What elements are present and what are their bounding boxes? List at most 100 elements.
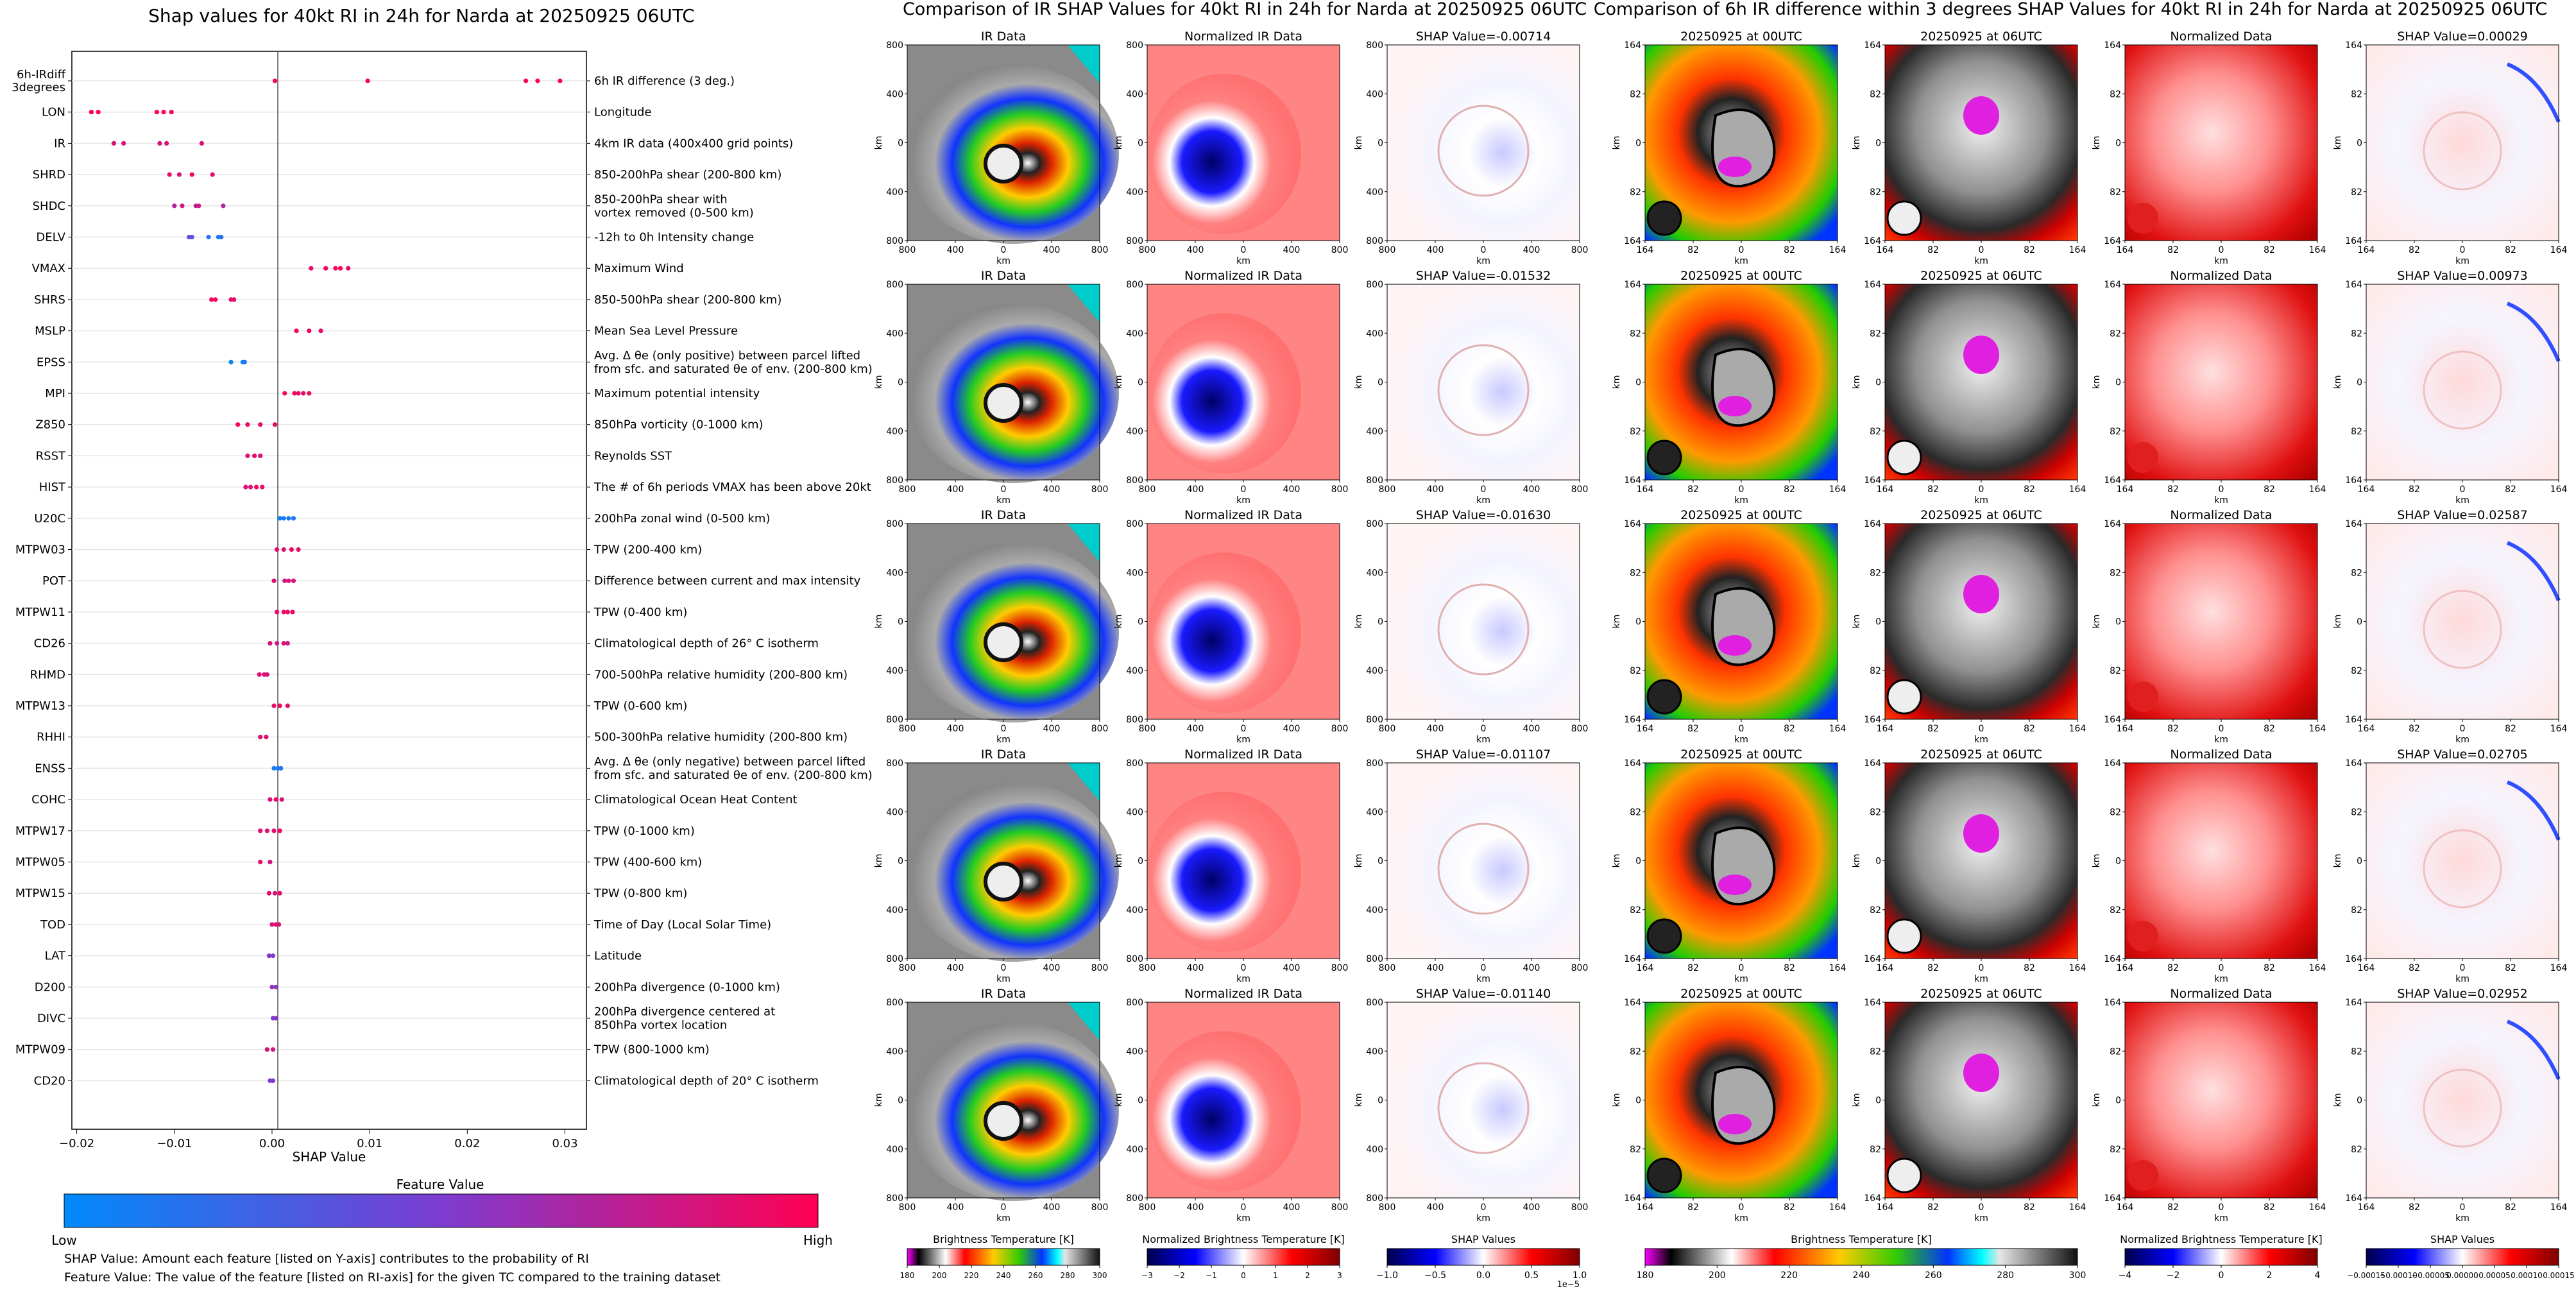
feature-description-label: from sfc. and saturated θe of env. (200-… bbox=[594, 769, 873, 782]
panel-y-tick-label: 82 bbox=[2351, 666, 2362, 676]
panel-y-tick-label: 82 bbox=[1870, 89, 1881, 99]
colorbar-tick-label: 0.0 bbox=[1476, 1270, 1490, 1281]
panel-x-tick-label: 82 bbox=[2505, 484, 2516, 495]
panel-y-axis-label: km bbox=[1852, 1093, 1862, 1107]
ir-shap-image bbox=[1387, 1002, 1580, 1198]
panel-x-tick-label: 82 bbox=[2505, 963, 2516, 973]
diff-panel-image bbox=[2366, 284, 2559, 480]
diff-corner-cell bbox=[1886, 200, 1922, 236]
panel-y-tick-label: 800 bbox=[1366, 715, 1383, 725]
panel-x-tick-label: 800 bbox=[1091, 724, 1109, 734]
feature-description-label: Maximum potential intensity bbox=[594, 387, 760, 400]
panel-x-tick-label: 800 bbox=[899, 724, 916, 734]
panel-x-tick-label: 164 bbox=[2358, 963, 2375, 973]
panel-x-tick-label: 800 bbox=[1331, 1202, 1349, 1213]
shap-point bbox=[273, 984, 278, 989]
panel-y-tick-label: 800 bbox=[1126, 280, 1143, 290]
panel-x-axis-label: km bbox=[996, 256, 1011, 266]
panel-y-tick-label: 164 bbox=[2345, 236, 2362, 246]
panel-y-tick-label: 800 bbox=[1126, 954, 1143, 964]
panel-x-tick-label: 400 bbox=[1187, 724, 1204, 734]
ir-eye bbox=[984, 622, 1023, 662]
panel-y-tick-label: 164 bbox=[1864, 519, 1881, 529]
panel-x-tick-label: 400 bbox=[1427, 245, 1444, 255]
shap-point bbox=[301, 391, 306, 396]
panel-y-axis-label: km bbox=[1612, 136, 1622, 150]
panel-x-tick-label: 400 bbox=[1427, 963, 1444, 973]
shap-point bbox=[274, 641, 280, 646]
shap-point bbox=[245, 453, 250, 459]
feature-description-label: TPW (0-800 km) bbox=[593, 887, 687, 900]
panel-x-axis-label: km bbox=[2214, 256, 2228, 266]
feature-description-label: 850-200hPa shear with bbox=[594, 192, 728, 206]
panel-x-tick-label: 82 bbox=[2409, 1202, 2420, 1213]
panel-y-tick-label: 164 bbox=[1624, 236, 1641, 246]
shap-point bbox=[285, 610, 290, 615]
panel-y-tick-label: 82 bbox=[1630, 1046, 1641, 1057]
shap-point bbox=[167, 172, 172, 177]
feature-code-label: RHMD bbox=[30, 668, 65, 681]
colorbar-tick-label: 0.00005 bbox=[2478, 1271, 2511, 1280]
panel-y-tick-label: 800 bbox=[1366, 519, 1383, 529]
shap-points bbox=[89, 78, 563, 1083]
colorbar-tick-label: 300 bbox=[1093, 1271, 1107, 1280]
panel-y-tick-label: 800 bbox=[886, 998, 903, 1008]
diff-panel-title: 20250925 at 06UTC bbox=[1920, 30, 2042, 44]
feature-description-label: TPW (0-1000 km) bbox=[593, 824, 695, 838]
panel-y-tick-label: 82 bbox=[1630, 427, 1641, 437]
ir-eye bbox=[984, 144, 1023, 184]
colorbar-tick-label: −0.00010 bbox=[2379, 1271, 2418, 1280]
panel-x-tick-label: 800 bbox=[1331, 963, 1349, 973]
feature-description-label: 500-300hPa relative humidity (200-800 km… bbox=[594, 731, 848, 744]
shap-point bbox=[219, 234, 224, 240]
panel-y-tick-label: 800 bbox=[1126, 40, 1143, 51]
panel-y-tick-label: 400 bbox=[886, 187, 903, 198]
panel-x-tick-label: 164 bbox=[2550, 484, 2568, 495]
shap-point bbox=[323, 266, 328, 271]
panel-x-tick-label: 400 bbox=[1283, 484, 1301, 495]
panel-x-tick-label: 82 bbox=[1927, 724, 1939, 734]
feature-code-label: LON bbox=[42, 106, 65, 119]
feature-description-label: Climatological Ocean Heat Content bbox=[594, 793, 798, 807]
panel-y-tick-label: 800 bbox=[886, 954, 903, 964]
feature-description-label: Climatological depth of 20° C isotherm bbox=[594, 1074, 819, 1088]
feature-description-label: TPW (0-600 km) bbox=[593, 699, 687, 713]
panel-x-tick-label: 82 bbox=[2024, 484, 2035, 495]
shap-point bbox=[291, 516, 296, 521]
feature-description-label: TPW (200-400 km) bbox=[593, 543, 702, 557]
panel-x-tick-label: 0 bbox=[1739, 1202, 1744, 1213]
panel-y-tick-label: 164 bbox=[2104, 715, 2121, 725]
panel-x-tick-label: 0 bbox=[1481, 245, 1487, 255]
shap-point bbox=[292, 391, 297, 396]
panel-y-axis-label: km bbox=[874, 615, 884, 629]
panel-x-tick-label: 400 bbox=[1523, 245, 1540, 255]
shap-point bbox=[346, 266, 351, 271]
feature-description-label: 200hPa zonal wind (0-500 km) bbox=[594, 512, 771, 525]
shap-point bbox=[232, 297, 237, 302]
colorbar-low-label: Low bbox=[51, 1233, 76, 1248]
panel-y-tick-label: 164 bbox=[1864, 954, 1881, 964]
panel-x-tick-label: 82 bbox=[1687, 1202, 1699, 1213]
colorbar-tick-label: 0 bbox=[2219, 1270, 2224, 1281]
shap-point bbox=[264, 672, 269, 677]
feature-code-label: MSLP bbox=[35, 325, 65, 338]
panel-x-tick-label: 800 bbox=[1331, 484, 1349, 495]
panel-y-tick-label: 0 bbox=[1138, 378, 1143, 388]
panel-x-tick-label: 800 bbox=[899, 245, 916, 255]
panel-x-tick-label: 800 bbox=[1571, 484, 1589, 495]
normalized-ir-title: Normalized IR Data bbox=[1184, 508, 1302, 522]
panel-y-tick-label: 82 bbox=[1870, 329, 1881, 339]
normalized-ir-title: Normalized IR Data bbox=[1184, 269, 1302, 283]
x-tick-label: −0.01 bbox=[157, 1137, 192, 1150]
panel-x-tick-label: 82 bbox=[2167, 245, 2179, 255]
panel-y-tick-label: 82 bbox=[1630, 89, 1641, 99]
panel-x-tick-label: 164 bbox=[2309, 724, 2326, 734]
panel-x-tick-label: 0 bbox=[1481, 484, 1487, 495]
panel-x-tick-label: 0 bbox=[2460, 963, 2466, 973]
panel-x-tick-label: 82 bbox=[2505, 245, 2516, 255]
feature-code-label: D200 bbox=[35, 980, 65, 994]
panel-y-tick-label: 0 bbox=[1378, 617, 1383, 627]
panel-x-tick-label: 164 bbox=[1637, 963, 1654, 973]
panel-x-tick-label: 164 bbox=[1637, 245, 1654, 255]
panel-x-tick-label: 400 bbox=[1187, 245, 1204, 255]
